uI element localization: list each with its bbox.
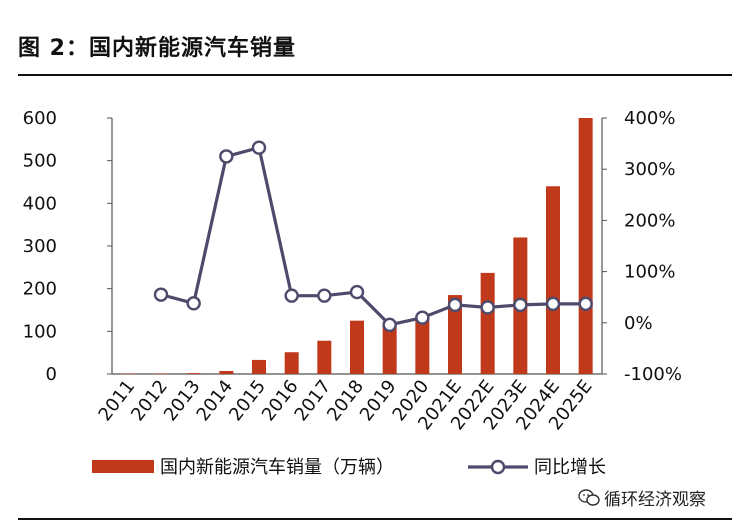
growth-point — [382, 317, 397, 333]
left-tick-label: 0 — [46, 364, 57, 385]
legend-line-marker — [490, 459, 506, 475]
sales-bar — [317, 340, 332, 374]
growth-point — [578, 296, 593, 312]
right-tick-label: 0% — [624, 313, 653, 334]
left-tick-label: 500 — [23, 151, 57, 172]
sales-bar — [350, 320, 364, 374]
right-tick-label: 100% — [624, 262, 675, 283]
left-tick-label: 400 — [23, 193, 57, 214]
sales-bar — [154, 373, 168, 375]
legend-line-label: 同比增长 — [534, 457, 606, 478]
wechat-icon — [578, 488, 600, 506]
sales-bar — [415, 315, 430, 374]
sales-bar — [382, 322, 397, 374]
legend: 国内新能源汽车销量（万辆） 同比增长 — [92, 457, 606, 478]
x-tick-label: 2016 — [258, 376, 303, 425]
watermark-text: 循环经济观察 — [604, 490, 706, 510]
growth-point — [447, 297, 463, 313]
right-tick-label: 400% — [624, 108, 675, 129]
x-tick-label: 2012 — [127, 376, 172, 425]
growth-point — [513, 297, 528, 313]
growth-point — [317, 288, 332, 303]
legend-bar-swatch — [92, 460, 154, 473]
left-tick-label: 300 — [23, 236, 57, 257]
right-tick-label: -100% — [624, 364, 682, 385]
sales-bar — [186, 373, 201, 374]
growth-point — [480, 300, 495, 315]
sales-bar — [578, 118, 593, 374]
growth-point — [415, 310, 430, 325]
top-rule — [18, 74, 732, 76]
legend-bar-label: 国内新能源汽车销量（万辆） — [160, 457, 394, 478]
sales-bar — [252, 359, 266, 374]
bars — [121, 118, 593, 375]
x-tick-label: 2015 — [225, 376, 270, 425]
sales-bar — [448, 295, 462, 374]
sales-bar — [284, 352, 299, 374]
growth-point — [284, 288, 299, 303]
growth-point — [545, 296, 561, 312]
sales-bar — [121, 373, 136, 375]
growth-point — [186, 296, 201, 311]
growth-point — [153, 287, 169, 302]
sales-bar — [546, 186, 560, 374]
growth-point — [251, 140, 267, 155]
left-tick-label: 600 — [23, 108, 57, 129]
left-tick-label: 100 — [23, 321, 57, 342]
sales-bar — [480, 272, 495, 374]
growth-point — [219, 149, 234, 164]
x-tick-label: 2014 — [193, 376, 238, 425]
bottom-rule — [18, 518, 732, 520]
x-tick-label: 2019 — [356, 376, 401, 425]
figure-title: 图 2：国内新能源汽车销量 — [18, 36, 296, 61]
right-tick-label: 300% — [624, 159, 675, 180]
x-tick-label: 2017 — [291, 376, 336, 425]
x-tick-label: 2018 — [323, 376, 368, 425]
right-tick-label: 200% — [624, 210, 675, 231]
left-tick-label: 200 — [23, 279, 57, 300]
sales-bar — [219, 371, 234, 374]
watermark: 循环经济观察 — [578, 485, 706, 510]
x-tick-label: 2013 — [160, 376, 205, 425]
growth-point — [349, 284, 365, 300]
growth-line — [153, 140, 593, 333]
x-tick-label: 2011 — [95, 376, 140, 425]
